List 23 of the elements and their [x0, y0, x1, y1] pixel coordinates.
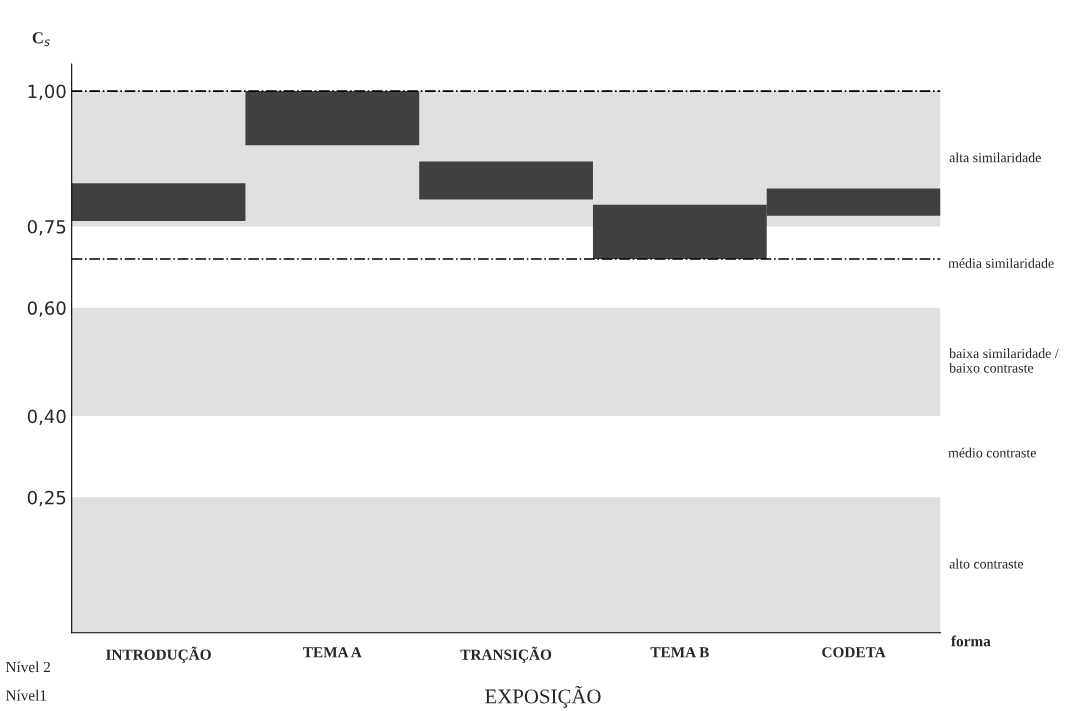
y-axis-title: C$_{s}$ [32, 32, 50, 47]
x-axis-title: forma [951, 635, 991, 647]
x-tick-label: TRANSIÇÃO [460, 646, 552, 663]
bar [71, 183, 246, 222]
band-label: alto contraste [949, 558, 1024, 569]
x-tick-label: TEMA B [650, 647, 709, 658]
bar [419, 161, 593, 200]
text: médio contraste [948, 447, 1036, 458]
y-tick-label: 0,40 [27, 409, 66, 426]
y-tick-label: 1,00 [28, 84, 66, 101]
text: média similaridade [948, 258, 1054, 268]
x-tick-label: INTRODUÇÃO [106, 646, 211, 663]
y-tick-label: 0,60 [27, 301, 66, 317]
x-tick-label: TEMA A [303, 647, 362, 658]
y-tick-label: 0,25 [27, 490, 66, 507]
band-label: alta similaridade [949, 152, 1041, 163]
text: Nível 2 [5, 661, 50, 673]
band-label: baixa similaridade / baixo contraste [949, 348, 1059, 373]
y-tick-label: 0,75 [27, 219, 66, 236]
bar [245, 91, 420, 146]
x-tick-label: CODETA [822, 647, 886, 658]
text: EXPOSIÇÃO [485, 685, 601, 708]
text: Nível1 [5, 689, 47, 701]
